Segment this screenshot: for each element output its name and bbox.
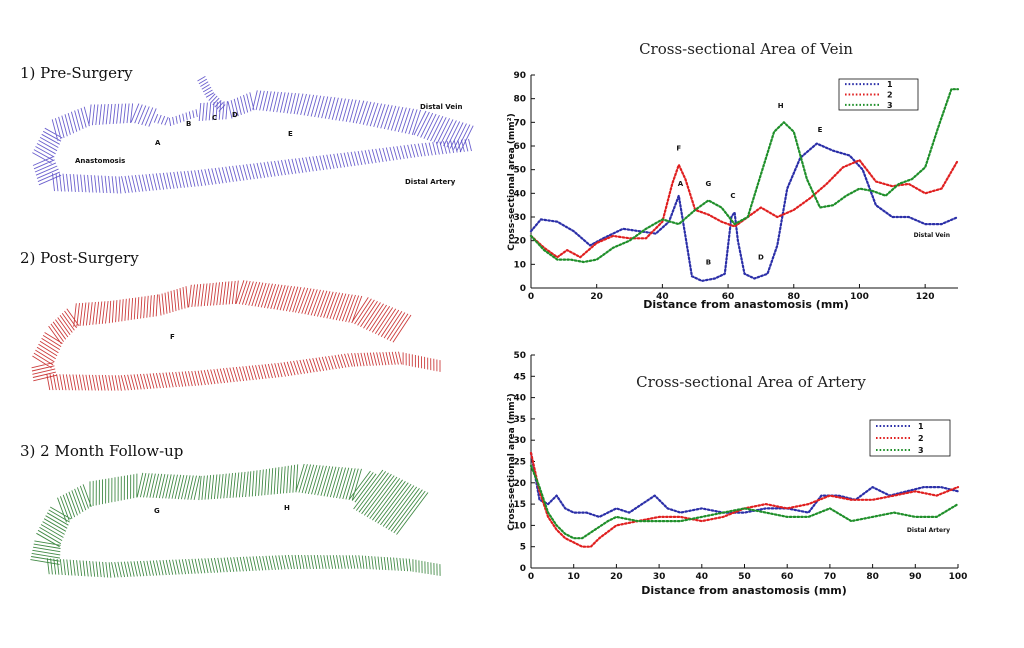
artery-legend-label-3: 3 [918,446,924,455]
vein-annotation-E: E [818,126,823,134]
artery-y-axis-label: Cross-sectional area (mm²) [507,393,517,531]
artery-x-tick-label: 50 [738,572,751,582]
artery-y-tick-label: 35 [513,415,526,425]
vein-annotation-G: G [705,180,711,188]
vein-y-tick-label: 80 [513,95,526,105]
pre-branch-hatching [197,76,226,112]
vein-legend-label-3: 3 [887,101,893,110]
artery-series-1-line [529,451,960,518]
post-surgery-panel: 2) Post-Surgery F [20,249,441,391]
vein-y-tick-label: 90 [513,71,526,81]
vein-series-3-line [529,88,960,264]
pre-surgery-panel: 1) Pre-Surgery A B C D E Anastomosis Dis… [20,64,474,194]
vein-annotation-C: C [730,192,735,200]
vein-series-1-line [529,142,960,282]
artery-y-tick-label: 45 [513,372,526,382]
artery-x-tick-label: 10 [567,572,580,582]
pre-surgery-vessel-image [32,76,474,194]
pre-label-e: E [288,130,293,138]
artery-y-tick-label: 50 [513,351,526,361]
vein-x-tick-label: 40 [656,292,669,302]
follow-up-panel: 3) 2 Month Follow-up G H [20,442,441,578]
pre-surgery-title: 1) Pre-Surgery [20,64,133,82]
vein-legend: 1 23 [838,78,919,111]
artery-y-tick-label: 40 [513,394,526,404]
artery-x-tick-label: 80 [866,572,879,582]
artery-corner-label: Distal Artery [907,527,950,534]
follow-artery-hatching [46,554,441,578]
post-label-f: F [170,333,175,341]
artery-legend-label-1: 1 [918,422,924,431]
vein-y-tick-label: 0 [520,284,526,294]
vein-y-tick-label: 40 [513,189,526,199]
vein-x-axis-label: Distance from anastomosis (mm) [643,298,849,311]
vein-x-tick-label: 80 [788,292,801,302]
post-vein-hatching [31,280,412,382]
vein-annotation-D: D [758,254,764,262]
vein-y-tick-label: 20 [513,237,526,247]
artery-x-tick-label: 90 [909,572,922,582]
artery-legend: 1 2 3 [869,419,951,457]
artery-x-tick-label: 100 [949,572,968,582]
vein-y-tick-label: 60 [513,142,526,152]
pre-label-b: B [186,120,191,128]
distal-vein-label: Distal Vein [420,103,462,111]
artery-x-tick-label: 30 [653,572,666,582]
pre-label-c: C [212,114,217,122]
vein-annotation-H: H [778,102,784,110]
follow-up-vessel-image [30,463,441,578]
pre-artery-hatching [52,138,472,194]
pre-vein-hatching [32,90,474,186]
vein-x-tick-label: 20 [590,292,603,302]
artery-y-tick-label: 20 [513,479,526,489]
vein-y-tick-label: 50 [513,166,526,176]
post-artery-hatching [46,351,441,391]
follow-up-title: 3) 2 Month Follow-up [20,442,183,460]
vein-y-tick-label: 10 [513,260,526,270]
pre-label-d: D [232,111,238,119]
vein-corner-label: Distal Vein [914,232,950,239]
vein-series-2-line [529,159,960,259]
artery-y-tick-label: 30 [513,436,526,446]
vein-area-chart: Cross-sectional Area of Vein Distance fr… [507,40,960,311]
vein-legend-label-2: 2 [887,91,893,100]
artery-x-tick-label: 0 [528,572,534,582]
vein-y-tick-label: 30 [513,213,526,223]
post-surgery-title: 2) Post-Surgery [20,249,139,267]
artery-y-tick-label: 10 [513,521,526,531]
vein-x-tick-label: 0 [528,292,534,302]
vein-annotation-F: F [676,145,681,153]
artery-legend-label-2: 2 [918,434,924,443]
pre-label-a: A [155,139,161,147]
vein-y-tick-label: 70 [513,118,526,128]
artery-y-tick-label: 5 [520,543,526,553]
artery-series-3-line [529,464,960,540]
vein-y-axis-label: Cross-sectional area (mm²) [507,113,517,251]
vein-legend-label-1: 1 [887,80,893,89]
artery-area-chart: Cross-sectional Area of Artery Distance … [507,351,967,597]
artery-chart-title: Cross-sectional Area of Artery [636,373,866,391]
artery-x-tick-label: 70 [824,572,837,582]
vein-x-tick-label: 100 [850,292,869,302]
vein-annotation-A: A [678,180,684,188]
vein-x-tick-label: 60 [722,292,735,302]
distal-artery-label: Distal Artery [405,178,456,186]
vein-chart-title: Cross-sectional Area of Vein [639,40,853,58]
artery-x-axis-label: Distance from anastomosis (mm) [641,584,847,597]
post-surgery-vessel-image [31,280,441,391]
artery-y-tick-label: 25 [513,458,526,468]
vein-annotation-B: B [706,258,711,266]
follow-label-h: H [284,504,290,512]
artery-series-2-line [529,451,960,548]
follow-label-g: G [154,507,160,515]
anastomosis-label: Anastomosis [75,157,125,165]
artery-x-tick-label: 20 [610,572,623,582]
follow-vein-hatching [30,463,429,565]
vein-x-tick-label: 120 [916,292,935,302]
artery-y-tick-label: 0 [520,564,526,574]
artery-x-tick-label: 40 [696,572,709,582]
artery-x-tick-label: 60 [781,572,794,582]
artery-y-tick-label: 15 [513,500,526,510]
